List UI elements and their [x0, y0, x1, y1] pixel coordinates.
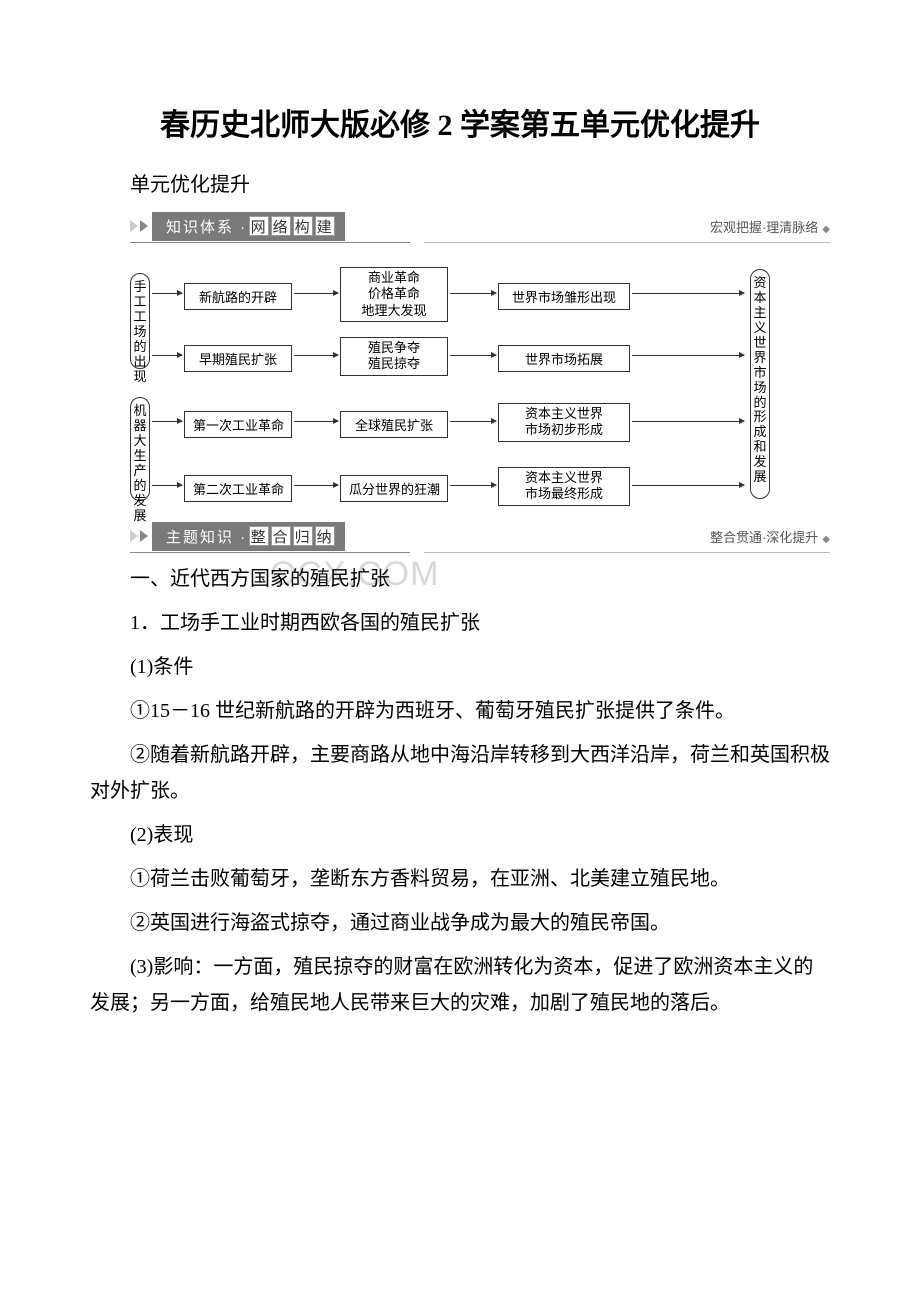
banner2-right: 整合贯通·深化提升 — [710, 527, 830, 546]
arrow-icon — [450, 485, 496, 486]
paragraph: ①荷兰击败葡萄牙，垄断东方香料贸易，在亚洲、北美建立殖民地。 — [90, 861, 830, 897]
page-title: 春历史北师大版必修 2 学案第五单元优化提升 — [90, 100, 830, 144]
arrow-icon — [294, 485, 338, 486]
arrow-icon — [152, 421, 182, 422]
concept-diagram: 手工工场的出现 机器大生产的发展 资本主义世界市场的形成和发展 新航路的开辟 商… — [130, 255, 770, 515]
diagram-box: 第二次工业革命 — [184, 475, 292, 502]
diagram-box: 资本主义世界市场初步形成 — [498, 403, 630, 442]
diagram-box: 世界市场拓展 — [498, 345, 630, 372]
chevron-icon — [130, 220, 148, 232]
paragraph: (2)表现 — [90, 817, 830, 853]
arrow-icon — [632, 355, 744, 356]
diagram-box: 瓜分世界的狂潮 — [340, 475, 448, 502]
left-bracket-1: 手工工场的出现 — [130, 273, 150, 369]
arrow-icon — [632, 485, 744, 486]
banner1-label: 知识体系 · 网 络 构 建 — [152, 212, 345, 241]
banner2-label: 主题知识 · 整 合 归 纳 — [152, 522, 345, 551]
paragraph: ②随着新航路开辟，主要商路从地中海沿岸转移到大西洋沿岸，荷兰和英国积极对外扩张。 — [90, 737, 830, 809]
banner2-box: 归 — [293, 526, 313, 546]
diagram-box: 早期殖民扩张 — [184, 345, 292, 372]
arrow-icon — [294, 293, 338, 294]
banner2-box: 纳 — [315, 526, 335, 546]
banner1-box: 络 — [271, 216, 291, 236]
banner1-right: 宏观把握·理清脉络 — [710, 217, 830, 236]
banner2-box: 合 — [271, 526, 291, 546]
paragraph: 1．工场手工业时期西欧各国的殖民扩张 — [90, 605, 830, 641]
diagram-box: 资本主义世界市场最终形成 — [498, 467, 630, 506]
paragraph: (1)条件 — [90, 649, 830, 685]
paragraph: ②英国进行海盗式掠夺，通过商业战争成为最大的殖民帝国。 — [90, 905, 830, 941]
diagram-box: 世界市场雏形出现 — [498, 283, 630, 310]
diagram-box: 全球殖民扩张 — [340, 411, 448, 438]
banner1-box: 构 — [293, 216, 313, 236]
arrow-icon — [632, 421, 744, 422]
arrow-icon — [450, 421, 496, 422]
heading-1: 一、近代西方国家的殖民扩张 — [90, 561, 830, 597]
arrow-icon — [294, 355, 338, 356]
subtitle: 单元优化提升 — [90, 168, 830, 197]
banner1-box: 网 — [249, 216, 269, 236]
banner1-box: 建 — [315, 216, 335, 236]
banner2-box: 整 — [249, 526, 269, 546]
banner-topic-knowledge: 主题知识 · 整 合 归 纳 整合贯通·深化提升 — [130, 521, 830, 551]
paragraph: (3)影响：一方面，殖民掠夺的财富在欧洲转化为资本，促进了欧洲资本主义的发展；另… — [90, 949, 830, 1021]
arrow-icon — [152, 485, 182, 486]
diagram-box: 第一次工业革命 — [184, 411, 292, 438]
arrow-icon — [152, 355, 182, 356]
arrow-icon — [632, 293, 744, 294]
arrow-icon — [294, 421, 338, 422]
arrow-icon — [152, 293, 182, 294]
diagram-box: 殖民争夺殖民掠夺 — [340, 337, 448, 376]
banner-knowledge-system: 知识体系 · 网 络 构 建 宏观把握·理清脉络 — [130, 211, 830, 241]
paragraph: ①15－16 世纪新航路的开辟为西班牙、葡萄牙殖民扩张提供了条件。 — [90, 693, 830, 729]
right-bracket: 资本主义世界市场的形成和发展 — [750, 269, 770, 499]
diagram-box: 新航路的开辟 — [184, 283, 292, 310]
arrow-icon — [450, 355, 496, 356]
arrow-icon — [450, 293, 496, 294]
left-bracket-2: 机器大生产的发展 — [130, 397, 150, 501]
diagram-box: 商业革命价格革命地理大发现 — [340, 267, 448, 322]
chevron-icon — [130, 530, 148, 542]
